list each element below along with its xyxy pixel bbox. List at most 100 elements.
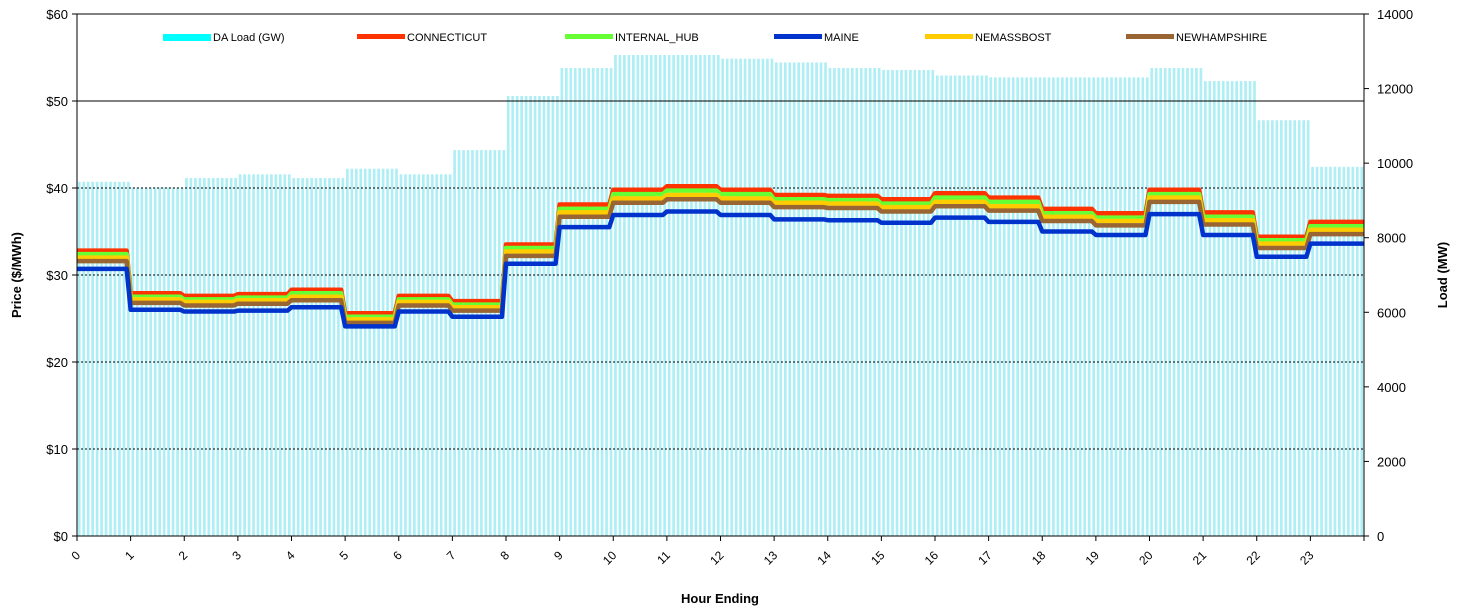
load-bar [993,77,997,536]
load-bar [100,181,103,537]
load-bar [203,178,206,536]
load-bar [1007,77,1011,536]
x-tick-label: 10 [600,548,620,568]
load-bar [265,174,269,536]
load-bar [189,178,193,536]
load-bar [837,68,841,536]
load-bar [918,69,921,537]
load-bar [1342,166,1346,536]
load-bar [283,174,287,536]
load-bar [444,174,448,536]
load-bar [301,178,305,536]
load-bar [417,174,421,536]
load-bar [77,181,81,537]
load-bar [104,181,108,537]
load-bar [194,178,197,536]
x-tick-label: 22 [1244,548,1264,568]
load-bar [158,187,162,536]
load-bar [332,178,336,536]
load-bar [162,187,166,536]
load-bar [882,69,885,537]
right-axis-ticks: 0 2000 4000 6000 8000 10000 12000 14000 [1364,7,1413,544]
load-bar [198,178,202,536]
x-tick-label: 0 [68,548,83,563]
load-bar [685,55,689,536]
load-bar [533,96,537,536]
load-bar [506,96,510,536]
load-bar [127,181,130,537]
load-bar [1136,77,1140,536]
load-bar [761,58,765,537]
load-bar [1204,81,1207,537]
load-bar [748,58,751,537]
load-bar [1320,166,1323,536]
load-bar [627,55,631,536]
load-bar [131,187,135,536]
load-bar [1212,81,1216,537]
load-bar [1351,166,1355,536]
right-tick-label: 12000 [1377,82,1413,97]
x-tick-label: 21 [1190,548,1210,568]
load-bar [792,62,796,536]
load-bar [725,58,729,537]
right-tick-label: 2000 [1377,454,1406,469]
load-bar [489,150,492,536]
load-bar [1271,120,1274,536]
load-bar [828,68,832,536]
y-axis-title: Price ($/MWh) [9,232,24,318]
right-tick-label: 8000 [1377,231,1406,246]
load-bar [408,174,412,536]
x-tick-label: 9 [551,548,566,563]
load-bar [609,68,613,536]
load-bar [529,96,532,536]
load-bar [962,75,966,537]
load-bar [877,68,881,536]
legend-label-maine: MAINE [824,32,859,44]
load-bar [815,62,818,536]
load-bar [542,96,546,536]
load-bar [667,55,671,536]
load-bar [247,174,251,536]
load-bar [1159,68,1163,536]
load-bar [341,178,345,536]
y2-axis-title: Load (MW) [1435,242,1450,308]
load-bar [596,68,599,536]
x-tick-label: 8 [497,548,512,563]
load-bar [430,174,434,536]
load-bar [913,69,917,537]
load-bar [386,168,389,537]
load-bar [712,55,716,536]
load-bar [873,68,877,536]
right-tick-label: 10000 [1377,156,1413,171]
load-bar [663,55,666,536]
load-bar [234,178,237,536]
x-tick-label: 2 [176,548,191,563]
load-bar [372,168,376,537]
load-bar [953,75,957,537]
load-bar [578,68,582,536]
load-bar [703,55,707,536]
load-bar [1011,77,1015,536]
load-bar [806,62,809,536]
series-line-internal-hub [77,188,1364,320]
legend-label-internal-hub: INTERNAL_HUB [615,32,699,44]
load-bar [1034,77,1037,536]
x-axis-ticks: 0 1 2 3 4 5 6 7 8 9 10 11 12 13 14 15 16 17 18 19 20 21 22 23 [68,536,1365,568]
load-bar [359,168,363,537]
load-bar [243,174,246,536]
load-bar [658,55,662,536]
load-bar [1226,81,1230,537]
load-bar [346,168,349,537]
load-bar [448,174,452,536]
load-bar [699,55,702,536]
load-bar [1168,68,1171,536]
right-tick-label: 0 [1377,529,1384,544]
load-bar [1297,120,1301,536]
load-bar [819,62,823,536]
x-tick-label: 5 [337,548,352,563]
load-bar [261,174,264,536]
load-bar [296,178,300,536]
load-bar [600,68,604,536]
load-bar [734,58,738,537]
price-lines-group [77,184,1364,329]
